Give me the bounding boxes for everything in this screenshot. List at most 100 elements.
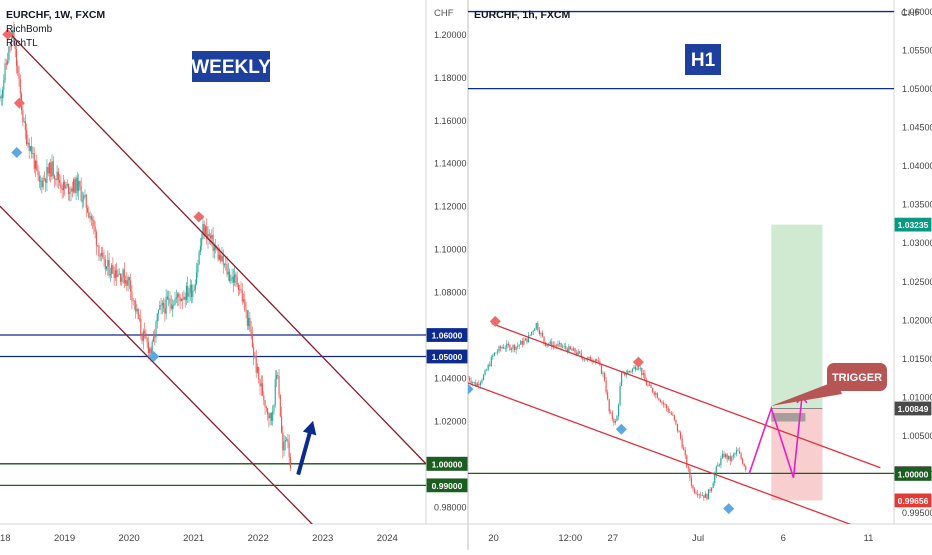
candle xyxy=(501,347,503,349)
loss-zone xyxy=(771,408,823,501)
candle xyxy=(513,345,516,350)
candle xyxy=(703,495,705,498)
sell-signal-marker[interactable] xyxy=(489,315,501,327)
hourly-trendline-1[interactable] xyxy=(468,382,860,528)
candle xyxy=(658,398,660,400)
candle xyxy=(549,341,551,345)
candle xyxy=(711,488,713,491)
candle xyxy=(551,341,553,348)
candle xyxy=(187,285,189,297)
candle xyxy=(673,415,675,420)
candle xyxy=(113,273,115,278)
candle xyxy=(279,395,281,417)
candle xyxy=(532,330,534,332)
weekly-chart[interactable] xyxy=(0,21,426,528)
candle xyxy=(562,346,564,348)
candle xyxy=(493,352,495,356)
candle xyxy=(152,336,155,342)
candle xyxy=(254,356,256,357)
candle xyxy=(154,336,156,338)
candle xyxy=(140,318,142,334)
candle xyxy=(182,298,184,300)
candle xyxy=(509,345,511,350)
sell-signal-marker[interactable] xyxy=(632,356,644,368)
candle xyxy=(583,359,585,361)
right-price-axis[interactable] xyxy=(894,0,932,524)
projection-path[interactable] xyxy=(748,396,803,479)
price-tag xyxy=(426,478,468,493)
buy-signal-marker[interactable] xyxy=(463,383,474,395)
candle xyxy=(71,188,73,192)
candle xyxy=(738,451,741,454)
candle xyxy=(689,468,691,478)
weekly-trendline-1[interactable] xyxy=(0,205,316,528)
candle xyxy=(67,184,70,194)
candle xyxy=(472,382,474,384)
candle xyxy=(568,346,570,352)
bullish-arrow[interactable] xyxy=(296,428,313,476)
candle xyxy=(100,252,103,256)
hourly-chart[interactable] xyxy=(463,10,895,528)
buy-signal-marker[interactable] xyxy=(615,423,627,435)
candle xyxy=(724,454,727,458)
candle xyxy=(193,289,195,291)
candle xyxy=(579,351,581,353)
buy-signal-marker[interactable] xyxy=(723,503,735,515)
candle xyxy=(507,343,509,346)
buy-signal-marker[interactable] xyxy=(148,350,160,362)
candle xyxy=(26,130,28,145)
x-tick-label: 2024 xyxy=(377,533,398,544)
candle xyxy=(220,254,222,262)
candle xyxy=(215,246,217,249)
candle xyxy=(531,331,533,335)
candle xyxy=(59,180,61,183)
candle xyxy=(482,374,485,380)
candle xyxy=(48,162,51,174)
hourly-trendline-0[interactable] xyxy=(491,323,881,469)
candle xyxy=(288,442,290,458)
candle xyxy=(14,44,16,50)
left-price-axis[interactable] xyxy=(426,0,468,524)
candle xyxy=(526,338,528,343)
candle xyxy=(40,180,42,182)
candle xyxy=(743,463,745,467)
candle xyxy=(1,89,4,99)
candle xyxy=(117,274,119,277)
candle xyxy=(720,458,722,466)
y-tick-label: 1.06000 xyxy=(902,7,932,17)
candle xyxy=(95,231,97,246)
candle xyxy=(112,264,114,274)
candle xyxy=(698,494,700,496)
candle xyxy=(66,184,68,186)
candle xyxy=(97,245,99,247)
candle xyxy=(537,323,539,330)
candle xyxy=(611,412,613,420)
candle xyxy=(278,375,280,396)
candle xyxy=(277,375,279,376)
candle xyxy=(723,453,725,458)
candle xyxy=(175,297,177,299)
candle xyxy=(255,356,257,373)
candle xyxy=(492,355,494,358)
candle xyxy=(184,296,186,300)
candle xyxy=(130,280,132,292)
sell-signal-marker[interactable] xyxy=(2,28,14,40)
candle xyxy=(29,146,31,151)
price-tag-label: 1.00849 xyxy=(898,404,929,414)
candle xyxy=(138,318,141,320)
candle xyxy=(118,273,120,275)
candle xyxy=(473,382,475,383)
sell-signal-marker[interactable] xyxy=(13,97,25,109)
sell-signal-marker[interactable] xyxy=(193,211,205,223)
x-tick-label: 2023 xyxy=(312,533,333,544)
buy-signal-marker[interactable] xyxy=(11,146,23,158)
candle xyxy=(240,289,242,291)
trigger-zone[interactable] xyxy=(771,413,806,422)
candle xyxy=(150,348,152,354)
candle xyxy=(540,332,542,335)
candle xyxy=(103,257,105,260)
weekly-trendline-0[interactable] xyxy=(5,29,426,465)
candle xyxy=(81,200,83,202)
candle xyxy=(213,246,215,251)
candle xyxy=(217,249,219,260)
